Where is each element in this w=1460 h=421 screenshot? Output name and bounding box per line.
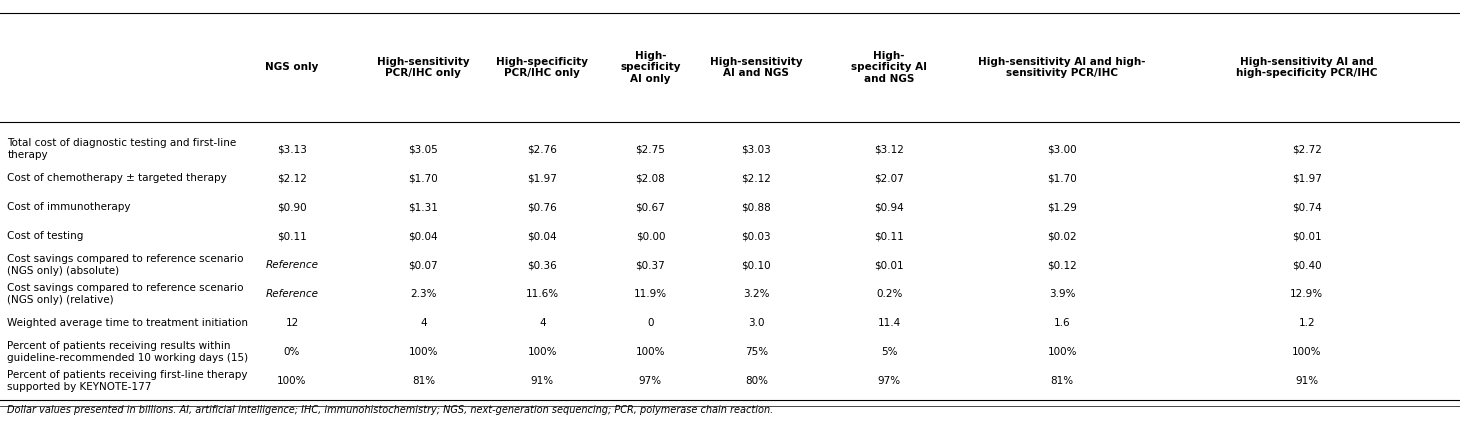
Text: 97%: 97% [639, 376, 661, 386]
Text: 100%: 100% [527, 347, 558, 357]
Text: Cost savings compared to reference scenario
(NGS only) (relative): Cost savings compared to reference scena… [7, 283, 244, 305]
Text: $0.40: $0.40 [1292, 260, 1321, 270]
Text: $0.04: $0.04 [409, 231, 438, 241]
Text: Dollar values presented in billions. AI, artificial intelligence; IHC, immunohis: Dollar values presented in billions. AI,… [7, 405, 774, 416]
Text: $2.76: $2.76 [527, 144, 558, 154]
Text: High-sensitivity AI and high-
sensitivity PCR/IHC: High-sensitivity AI and high- sensitivit… [978, 56, 1146, 78]
Text: 3.9%: 3.9% [1048, 289, 1076, 299]
Text: $3.05: $3.05 [409, 144, 438, 154]
Text: $1.70: $1.70 [1047, 173, 1077, 183]
Text: Cost of immunotherapy: Cost of immunotherapy [7, 202, 131, 212]
Text: High-sensitivity AI and
high-specificity PCR/IHC: High-sensitivity AI and high-specificity… [1237, 56, 1377, 78]
Text: 81%: 81% [1051, 376, 1073, 386]
Text: $1.70: $1.70 [409, 173, 438, 183]
Text: 4: 4 [539, 318, 546, 328]
Text: $2.08: $2.08 [635, 173, 666, 183]
Text: 1.6: 1.6 [1054, 318, 1070, 328]
Text: 3.2%: 3.2% [743, 289, 769, 299]
Text: 4: 4 [420, 318, 426, 328]
Text: Weighted average time to treatment initiation: Weighted average time to treatment initi… [7, 318, 248, 328]
Text: $0.76: $0.76 [527, 202, 558, 212]
Text: 80%: 80% [745, 376, 768, 386]
Text: $3.12: $3.12 [875, 144, 904, 154]
Text: 11.6%: 11.6% [526, 289, 559, 299]
Text: $0.11: $0.11 [875, 231, 904, 241]
Text: NGS only: NGS only [266, 62, 318, 72]
Text: $0.94: $0.94 [875, 202, 904, 212]
Text: 100%: 100% [1047, 347, 1077, 357]
Text: Total cost of diagnostic testing and first-line
therapy: Total cost of diagnostic testing and fir… [7, 139, 237, 160]
Text: $2.07: $2.07 [875, 173, 904, 183]
Text: 100%: 100% [1292, 347, 1321, 357]
Text: 81%: 81% [412, 376, 435, 386]
Text: 1.2: 1.2 [1298, 318, 1315, 328]
Text: Reference: Reference [266, 289, 318, 299]
Text: $0.00: $0.00 [635, 231, 666, 241]
Text: 11.9%: 11.9% [634, 289, 667, 299]
Text: $0.01: $0.01 [875, 260, 904, 270]
Text: $0.12: $0.12 [1047, 260, 1077, 270]
Text: $0.67: $0.67 [635, 202, 666, 212]
Text: $0.10: $0.10 [742, 260, 771, 270]
Text: 100%: 100% [635, 347, 666, 357]
Text: $0.11: $0.11 [277, 231, 307, 241]
Text: 100%: 100% [277, 376, 307, 386]
Text: High-specificity
PCR/IHC only: High-specificity PCR/IHC only [496, 56, 588, 78]
Text: $3.00: $3.00 [1047, 144, 1077, 154]
Text: 91%: 91% [531, 376, 553, 386]
Text: $1.31: $1.31 [409, 202, 438, 212]
Text: $2.12: $2.12 [277, 173, 307, 183]
Text: 3.0: 3.0 [748, 318, 765, 328]
Text: High-
specificity AI
and NGS: High- specificity AI and NGS [851, 51, 927, 84]
Text: $0.74: $0.74 [1292, 202, 1321, 212]
Text: 97%: 97% [877, 376, 901, 386]
Text: 91%: 91% [1295, 376, 1318, 386]
Text: $0.01: $0.01 [1292, 231, 1321, 241]
Text: $3.03: $3.03 [742, 144, 771, 154]
Text: 12: 12 [285, 318, 299, 328]
Text: $0.03: $0.03 [742, 231, 771, 241]
Text: High-sensitivity
PCR/IHC only: High-sensitivity PCR/IHC only [377, 56, 470, 78]
Text: $3.13: $3.13 [277, 144, 307, 154]
Text: $0.02: $0.02 [1047, 231, 1077, 241]
Text: 12.9%: 12.9% [1291, 289, 1323, 299]
Text: 0.2%: 0.2% [876, 289, 902, 299]
Text: 0%: 0% [283, 347, 301, 357]
Text: $1.97: $1.97 [527, 173, 558, 183]
Text: 75%: 75% [745, 347, 768, 357]
Text: $2.75: $2.75 [635, 144, 666, 154]
Text: $0.36: $0.36 [527, 260, 558, 270]
Text: High-sensitivity
AI and NGS: High-sensitivity AI and NGS [710, 56, 803, 78]
Text: Percent of patients receiving first-line therapy
supported by KEYNOTE-177: Percent of patients receiving first-line… [7, 370, 248, 392]
Text: Cost savings compared to reference scenario
(NGS only) (absolute): Cost savings compared to reference scena… [7, 254, 244, 276]
Text: $1.29: $1.29 [1047, 202, 1077, 212]
Text: Percent of patients receiving results within
guideline-recommended 10 working da: Percent of patients receiving results wi… [7, 341, 248, 363]
Text: Cost of testing: Cost of testing [7, 231, 83, 241]
Text: $0.88: $0.88 [742, 202, 771, 212]
Text: Reference: Reference [266, 260, 318, 270]
Text: $1.97: $1.97 [1292, 173, 1321, 183]
Text: High-
specificity
AI only: High- specificity AI only [620, 51, 680, 84]
Text: $0.37: $0.37 [635, 260, 666, 270]
Text: $0.90: $0.90 [277, 202, 307, 212]
Text: $0.04: $0.04 [527, 231, 558, 241]
Text: Cost of chemotherapy ± targeted therapy: Cost of chemotherapy ± targeted therapy [7, 173, 228, 183]
Text: 11.4: 11.4 [877, 318, 901, 328]
Text: 2.3%: 2.3% [410, 289, 437, 299]
Text: $2.12: $2.12 [742, 173, 771, 183]
Text: 100%: 100% [409, 347, 438, 357]
Text: $0.07: $0.07 [409, 260, 438, 270]
Text: 5%: 5% [880, 347, 898, 357]
Text: $2.72: $2.72 [1292, 144, 1321, 154]
Text: 0: 0 [647, 318, 654, 328]
